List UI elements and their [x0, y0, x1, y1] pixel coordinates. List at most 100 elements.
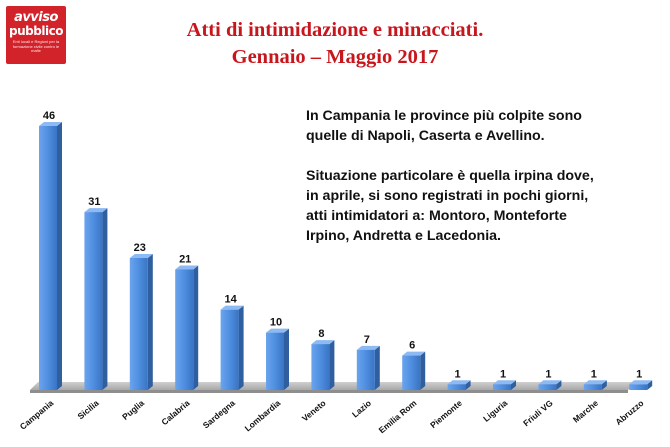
- bar-side: [511, 380, 516, 390]
- bar-side: [329, 340, 335, 390]
- note-line: atti intimidatori a: Montoro, Monteforte: [306, 208, 567, 224]
- bar-front: [356, 349, 375, 390]
- category-label: Veneto: [300, 398, 328, 424]
- value-label: 46: [43, 110, 55, 122]
- bar-lombardia: [266, 328, 289, 390]
- note-line: Situazione particolare è quella irpina d…: [306, 168, 594, 184]
- bar-side: [284, 328, 289, 390]
- category-label: Abruzzo: [613, 398, 645, 427]
- campania-note: In Campania le province più colpite sono…: [306, 106, 646, 146]
- category-label: Puglia: [120, 398, 146, 422]
- avviso-pubblico-logo: avviso pubblico Enti locali e Regioni pe…: [6, 6, 66, 64]
- value-label: 21: [179, 253, 191, 265]
- note-line: Irpino, Andretta e Lacedonia.: [306, 228, 501, 244]
- bar-top: [84, 208, 108, 213]
- category-label: Lazio: [350, 398, 373, 420]
- category-label: Calabria: [159, 398, 191, 427]
- bar-top: [402, 351, 426, 356]
- bar-emilia-rom: [402, 351, 426, 390]
- bar-front: [538, 384, 557, 390]
- bar-top: [129, 254, 153, 258]
- page-title: Atti di intimidazione e minacciati.: [186, 19, 484, 41]
- bar-front: [220, 309, 239, 390]
- value-label: 10: [270, 317, 282, 329]
- bar-side: [193, 265, 199, 390]
- bar-top: [175, 265, 199, 270]
- bar-side: [420, 351, 426, 390]
- logo-tagline: Enti locali e Regioni per la formazione …: [12, 39, 60, 53]
- value-label: 1: [545, 368, 551, 380]
- category-label: Campania: [18, 398, 56, 432]
- value-label: 7: [364, 334, 370, 346]
- bar-puglia: [129, 254, 153, 390]
- bar-top: [356, 345, 380, 350]
- bar-front: [84, 212, 103, 390]
- irpinia-note: Situazione particolare è quella irpina d…: [306, 166, 646, 246]
- value-label: 1: [455, 368, 461, 380]
- bar-front: [493, 384, 511, 390]
- category-label: Emilia Rom: [377, 398, 419, 436]
- bar-lazio: [356, 345, 380, 390]
- logo-line2: pubblico: [9, 24, 63, 38]
- bar-front: [175, 269, 194, 390]
- value-label: 6: [409, 340, 415, 352]
- bar-side: [147, 254, 153, 390]
- bar-top: [583, 380, 607, 385]
- note-line: in aprile, si sono registrati in pochi g…: [306, 188, 589, 204]
- value-label: 14: [224, 294, 237, 306]
- bar-side: [556, 380, 562, 390]
- bar-side: [57, 122, 62, 390]
- bar-top: [39, 122, 62, 126]
- value-label: 8: [318, 328, 324, 340]
- bar-abruzzo: [629, 380, 653, 390]
- bar-front: [266, 332, 284, 390]
- category-label: Sardegna: [201, 398, 237, 431]
- bar-front: [311, 344, 330, 390]
- bar-side: [238, 305, 244, 390]
- bar-top: [447, 380, 471, 385]
- bar-sardegna: [220, 305, 244, 390]
- bar-piemonte: [447, 380, 471, 390]
- category-label: Marche: [571, 398, 600, 425]
- bar-veneto: [311, 340, 335, 390]
- value-label: 1: [500, 368, 506, 380]
- note-line: quelle di Napoli, Caserta e Avellino.: [306, 128, 545, 144]
- bar-top: [538, 380, 562, 385]
- bar-front: [583, 384, 602, 390]
- bar-front: [129, 258, 148, 390]
- page-subtitle: Gennaio – Maggio 2017: [231, 46, 439, 68]
- value-label: 1: [636, 368, 642, 380]
- category-label: Friuli VG: [521, 398, 555, 429]
- bar-top: [220, 305, 244, 310]
- value-label: 31: [88, 196, 100, 208]
- bar-top: [311, 340, 335, 345]
- category-label: Piemonte: [428, 398, 464, 430]
- bar-marche: [583, 380, 607, 390]
- bar-campania: [39, 122, 62, 390]
- bar-front: [447, 384, 466, 390]
- bar-friuli-vg: [538, 380, 562, 390]
- bar-top: [629, 380, 653, 385]
- bar-top: [493, 380, 516, 385]
- category-label: Sicilia: [75, 398, 100, 422]
- category-label: Lombardia: [243, 398, 283, 434]
- bar-side: [647, 380, 653, 390]
- logo-line1: avviso: [14, 10, 58, 25]
- bar-side: [102, 208, 108, 390]
- bar-calabria: [175, 265, 199, 390]
- bar-front: [39, 126, 57, 390]
- note-line: In Campania le province più colpite sono: [306, 108, 582, 124]
- bar-side: [374, 345, 380, 390]
- bar-top: [266, 328, 289, 333]
- bar-side: [465, 380, 471, 390]
- bar-front: [629, 384, 648, 390]
- bar-sicilia: [84, 208, 108, 390]
- bar-front: [402, 355, 421, 390]
- bar-side: [601, 380, 607, 390]
- bar-liguria: [493, 380, 516, 390]
- chart-floor-edge: [30, 390, 628, 393]
- value-label: 1: [591, 368, 597, 380]
- category-label: Liguria: [481, 398, 509, 424]
- value-label: 23: [134, 242, 146, 254]
